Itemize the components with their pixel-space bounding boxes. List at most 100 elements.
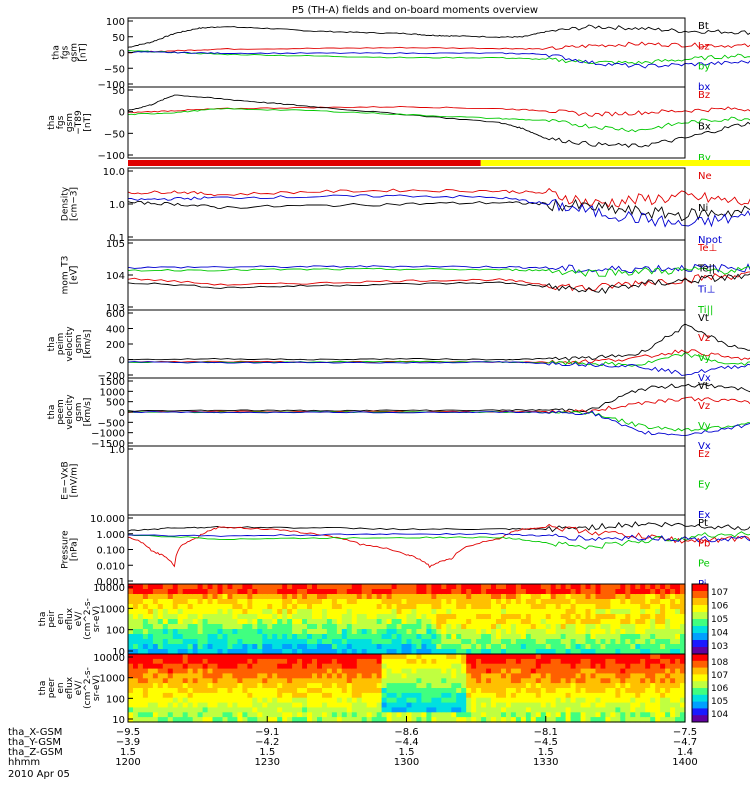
spectrogram-cell xyxy=(600,654,607,660)
spectrogram-cell xyxy=(341,692,348,699)
spectrogram-cell xyxy=(625,639,631,645)
spectrogram-cell xyxy=(182,624,189,630)
spectrogram-cell xyxy=(625,619,631,625)
spectrogram-cell xyxy=(222,629,229,635)
spectrogram-cell xyxy=(590,629,597,635)
spectrogram-cell xyxy=(665,702,671,709)
spectrogram-cell xyxy=(257,599,263,605)
spectrogram-cell xyxy=(292,614,298,620)
spectrogram-cell xyxy=(461,678,467,684)
spectrogram-cell xyxy=(481,629,487,635)
spectrogram-cell xyxy=(287,624,293,630)
spectrogram-cell xyxy=(192,609,199,615)
spectrogram-cell xyxy=(366,712,373,718)
spectrogram-cell xyxy=(346,683,353,689)
spectrogram-cell xyxy=(133,697,139,704)
spectrogram-cell xyxy=(670,702,676,709)
spectrogram-cell xyxy=(590,707,597,713)
spectrogram-cell xyxy=(346,634,353,640)
spectrogram-cell xyxy=(416,614,422,620)
spectrogram-cell xyxy=(585,609,592,615)
spectrogram-cell xyxy=(391,658,398,665)
spectrogram-cell xyxy=(461,609,467,615)
spectrogram-cell xyxy=(680,712,686,718)
colorbar-step xyxy=(692,605,708,608)
spectrogram-cell xyxy=(496,649,502,655)
spectrogram-cell xyxy=(207,663,214,670)
spectrogram-cell xyxy=(555,589,562,595)
spectrogram-cell xyxy=(595,688,602,694)
spectrogram-cell xyxy=(242,589,248,595)
spectrogram-cell xyxy=(446,707,452,713)
spectrogram-cell xyxy=(496,634,502,640)
spectrogram-cell xyxy=(411,692,418,699)
spectrogram-cell xyxy=(267,629,273,635)
spectrogram-cell xyxy=(217,658,224,665)
spectrogram-cell xyxy=(650,707,656,713)
spectrogram-cell xyxy=(545,594,552,600)
spectrogram-cell xyxy=(451,604,457,610)
spectrogram-cell xyxy=(501,683,507,689)
spectrogram-cell xyxy=(322,702,328,709)
spectrogram-cell xyxy=(297,707,303,713)
spectrogram-cell xyxy=(501,614,507,620)
spectrogram-cell xyxy=(137,668,144,675)
spectrogram-cell xyxy=(441,629,447,635)
spectrogram-cell xyxy=(172,604,179,610)
spectrogram-cell xyxy=(406,673,413,679)
spectrogram-cell xyxy=(530,717,537,723)
spectrogram-cell xyxy=(331,668,338,675)
spectrogram-cell xyxy=(555,609,562,615)
spectrogram-cell xyxy=(322,712,328,718)
spectrogram-cell xyxy=(426,609,432,615)
spectrogram-cell xyxy=(630,599,636,605)
spectrogram-cell xyxy=(207,644,214,650)
spectrogram-cell xyxy=(356,649,363,655)
spectrogram-cell xyxy=(381,688,388,694)
spectrogram-cell xyxy=(575,654,582,660)
spectrogram-cell xyxy=(590,663,597,670)
y-axis-label: tha xyxy=(52,45,62,60)
spectrogram-cell xyxy=(645,702,651,709)
spectrogram-cell xyxy=(525,589,532,595)
y-tick-label: 0.010 xyxy=(96,561,125,572)
spectrogram-cell xyxy=(212,634,219,640)
spectrogram-cell xyxy=(600,697,607,704)
spectrogram-cell xyxy=(272,678,278,684)
spectrogram-cell xyxy=(620,594,626,600)
spectrogram-cell xyxy=(197,702,204,709)
spectrogram-cell xyxy=(391,654,398,660)
y-tick-label: 1000 xyxy=(100,604,125,615)
spectrogram-cell xyxy=(610,604,616,610)
spectrogram-cell xyxy=(287,619,293,625)
spectrogram-cell xyxy=(292,584,298,590)
spectrogram-cell xyxy=(312,654,318,660)
spectrogram-cell xyxy=(660,692,666,699)
spectrogram-cell xyxy=(152,589,159,595)
spectrogram-cell xyxy=(630,624,636,630)
spectrogram-cell xyxy=(431,649,437,655)
spectrogram-cell xyxy=(590,717,597,723)
spectrogram-cell xyxy=(446,673,452,679)
spectrogram-cell xyxy=(650,673,656,679)
spectrogram-cell xyxy=(182,584,189,590)
spectrogram-cell xyxy=(650,619,656,625)
spectrogram-cell xyxy=(650,717,656,723)
spectrogram-cell xyxy=(262,712,268,718)
spectrogram-cell xyxy=(645,707,651,713)
spectrogram-cell xyxy=(466,634,472,640)
spectrogram-cell xyxy=(227,599,234,605)
spectrogram-cell xyxy=(406,589,413,595)
spectrogram-cell xyxy=(302,717,308,723)
spectrogram-cell xyxy=(202,712,209,718)
colorbar-step xyxy=(692,591,708,594)
spectrogram-cell xyxy=(530,668,537,675)
spectrogram-cell xyxy=(207,702,214,709)
x-tick-label: −4.5 xyxy=(534,737,558,748)
spectrogram-cell xyxy=(187,673,194,679)
spectrogram-cell xyxy=(421,668,427,675)
spectrogram-cell xyxy=(620,604,626,610)
spectrogram-cell xyxy=(371,688,378,694)
spectrogram-cell xyxy=(282,629,288,635)
spectrogram-cell xyxy=(391,673,398,679)
